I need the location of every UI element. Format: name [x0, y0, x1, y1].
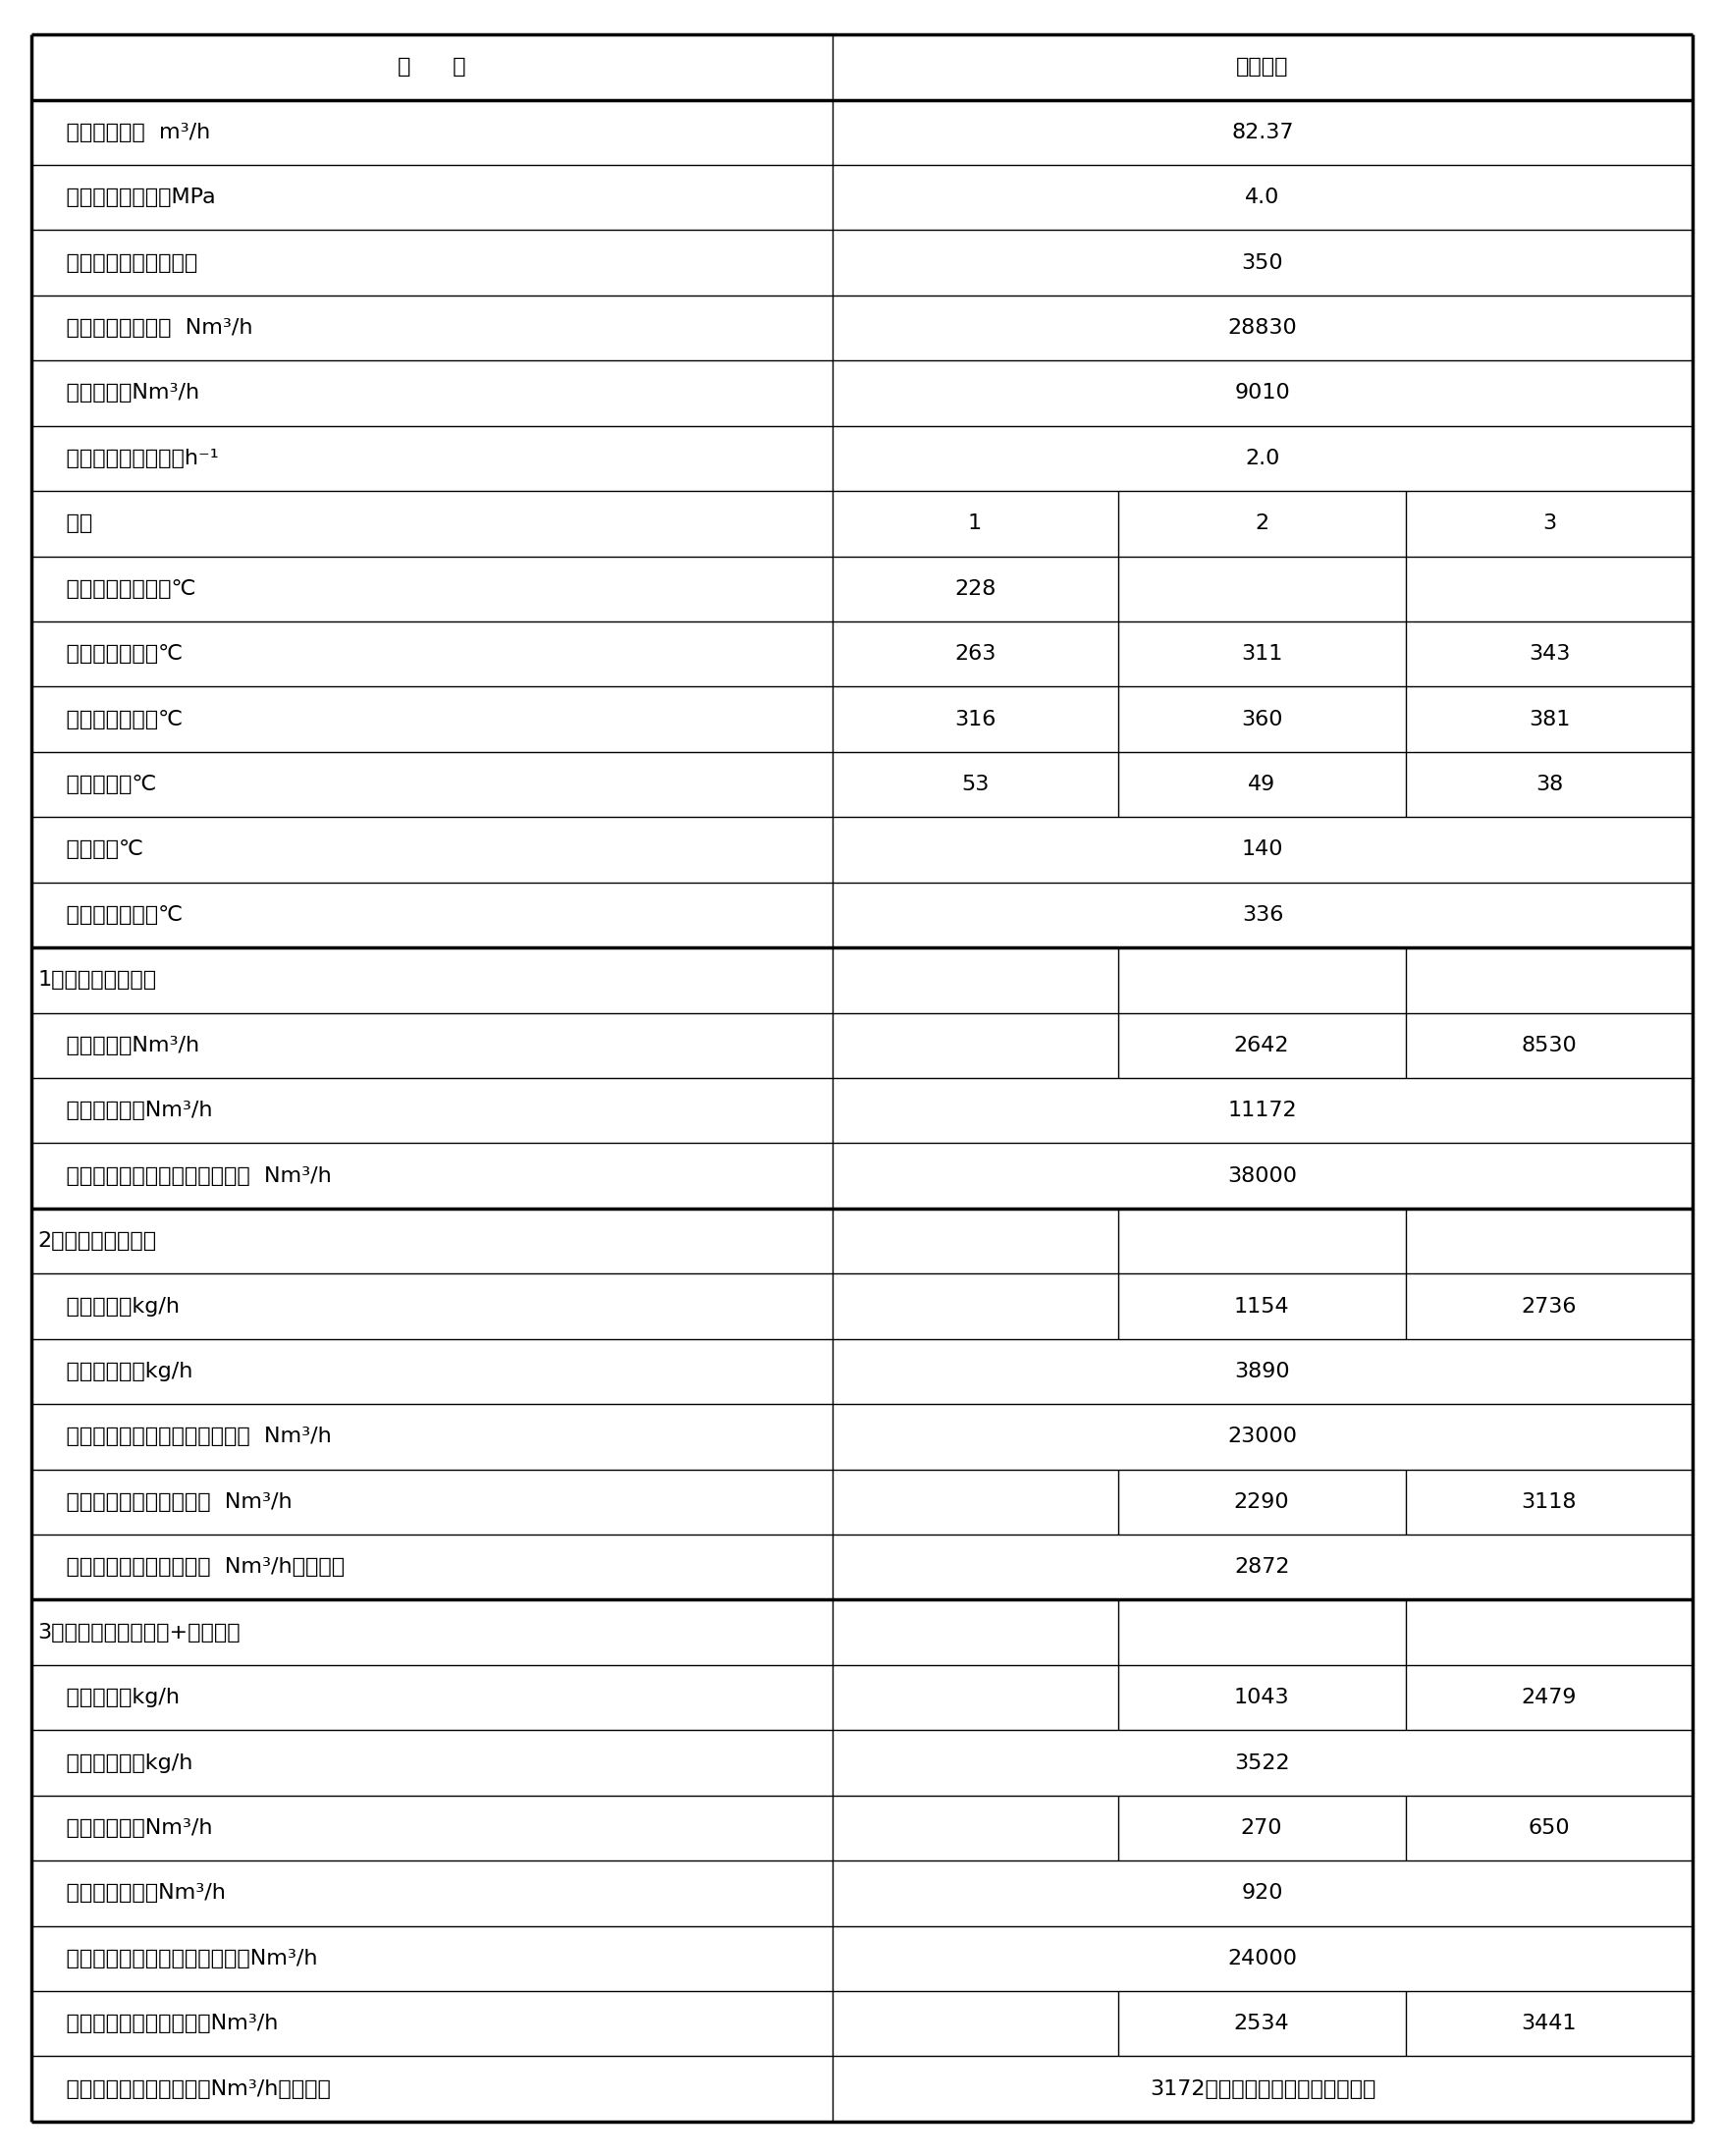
Text: 3118: 3118 — [1521, 1492, 1577, 1511]
Text: 总循环氢用量，Nm³/h: 总循环氢用量，Nm³/h — [38, 1884, 226, 1904]
Text: 28830: 28830 — [1227, 319, 1296, 338]
Text: 床层入口温度，℃: 床层入口温度，℃ — [38, 645, 183, 664]
Text: 总冷油用量，kg/h: 总冷油用量，kg/h — [38, 1753, 193, 1772]
Text: 3890: 3890 — [1234, 1363, 1289, 1382]
Text: 反应用氢需要量，  Nm³/h: 反应用氢需要量， Nm³/h — [38, 319, 252, 338]
Text: 3441: 3441 — [1521, 2014, 1577, 2033]
Text: 2: 2 — [1254, 513, 1268, 533]
Text: 270: 270 — [1241, 1818, 1282, 1837]
Text: 650: 650 — [1527, 1818, 1570, 1837]
Text: 1、单一注冷氢方案: 1、单一注冷氢方案 — [38, 970, 157, 990]
Text: 项      目: 项 目 — [398, 58, 465, 78]
Text: 2290: 2290 — [1234, 1492, 1289, 1511]
Text: 2.0: 2.0 — [1244, 448, 1278, 468]
Text: 每吚冷油可替代冷氢量，  Nm³/h: 每吚冷油可替代冷氢量， Nm³/h — [38, 1492, 291, 1511]
Text: 床层出口温度，℃: 床层出口温度，℃ — [38, 709, 183, 729]
Text: 2872: 2872 — [1234, 1557, 1289, 1576]
Text: 主傅化剂体积空速，h⁻¹: 主傅化剂体积空速，h⁻¹ — [38, 448, 219, 468]
Text: 总温升，℃: 总温升，℃ — [38, 841, 143, 860]
Text: 总冷氢用量，Nm³/h: 总冷氢用量，Nm³/h — [38, 1102, 212, 1121]
Text: 2479: 2479 — [1521, 1688, 1577, 1708]
Text: 381: 381 — [1528, 709, 1570, 729]
Text: 每吚冷油可替代冷氢量，Nm³/h: 每吚冷油可替代冷氢量，Nm³/h — [38, 2014, 277, 2033]
Text: 2736: 2736 — [1521, 1296, 1577, 1315]
Text: 反应器入口温度，℃: 反应器入口温度，℃ — [38, 580, 195, 599]
Text: 38: 38 — [1535, 774, 1563, 793]
Text: 316: 316 — [953, 709, 996, 729]
Text: 2534: 2534 — [1234, 2014, 1289, 2033]
Text: 8530: 8530 — [1520, 1035, 1577, 1054]
Text: 11172: 11172 — [1227, 1102, 1296, 1121]
Text: 总冷油用量，kg/h: 总冷油用量，kg/h — [38, 1363, 193, 1382]
Text: 140: 140 — [1241, 841, 1282, 860]
Text: 装置需要的循环氢压缩机能力，Nm³/h: 装置需要的循环氢压缩机能力，Nm³/h — [38, 1949, 317, 1968]
Text: 350: 350 — [1241, 252, 1282, 272]
Text: 263: 263 — [953, 645, 996, 664]
Text: 操作条件: 操作条件 — [1235, 58, 1289, 78]
Text: 冷油用量，kg/h: 冷油用量，kg/h — [38, 1296, 179, 1315]
Text: 228: 228 — [953, 580, 996, 599]
Text: 新氢用量，Nm³/h: 新氢用量，Nm³/h — [38, 384, 198, 403]
Text: 49: 49 — [1247, 774, 1275, 793]
Text: 冷油用量，kg/h: 冷油用量，kg/h — [38, 1688, 179, 1708]
Text: 3: 3 — [1542, 513, 1556, 533]
Text: 每吚冷油可替代冷氢量，  Nm³/h（总计）: 每吚冷油可替代冷氢量， Nm³/h（总计） — [38, 1557, 345, 1576]
Text: 装置需要的循环氢压缩机能力，  Nm³/h: 装置需要的循环氢压缩机能力， Nm³/h — [38, 1166, 331, 1186]
Text: 原料处理量，  m³/h: 原料处理量， m³/h — [38, 123, 210, 142]
Text: 360: 360 — [1241, 709, 1282, 729]
Text: 1: 1 — [968, 513, 982, 533]
Text: 311: 311 — [1241, 645, 1282, 664]
Text: 24000: 24000 — [1227, 1949, 1297, 1968]
Text: 2642: 2642 — [1234, 1035, 1289, 1054]
Text: 反应器入口气油体积比: 反应器入口气油体积比 — [38, 252, 196, 272]
Text: 反应器入口压力，MPa: 反应器入口压力，MPa — [38, 188, 215, 207]
Text: 3172（混入的循环氢未计算在内）: 3172（混入的循环氢未计算在内） — [1149, 2078, 1375, 2098]
Text: 冷氢用量，Nm³/h: 冷氢用量，Nm³/h — [38, 1035, 198, 1054]
Text: 3、本发明方案（冷油+循环氢）: 3、本发明方案（冷油+循环氢） — [38, 1623, 241, 1643]
Text: 1154: 1154 — [1234, 1296, 1289, 1315]
Text: 床层: 床层 — [38, 513, 91, 533]
Text: 1043: 1043 — [1234, 1688, 1289, 1708]
Text: 920: 920 — [1241, 1884, 1282, 1904]
Text: 床层温升，℃: 床层温升，℃ — [38, 774, 157, 793]
Text: 2、单一注冷油方案: 2、单一注冷油方案 — [38, 1231, 157, 1250]
Text: 每吚冷油可替代冷氢量，Nm³/h（总计）: 每吚冷油可替代冷氢量，Nm³/h（总计） — [38, 2078, 331, 2098]
Text: 装置需要的循环氢压缩机能力，  Nm³/h: 装置需要的循环氢压缩机能力， Nm³/h — [38, 1427, 331, 1447]
Text: 3522: 3522 — [1234, 1753, 1289, 1772]
Text: 平均反应温度，℃: 平均反应温度，℃ — [38, 906, 183, 925]
Text: 4.0: 4.0 — [1244, 188, 1278, 207]
Text: 循环氢用量，Nm³/h: 循环氢用量，Nm³/h — [38, 1818, 212, 1837]
Text: 336: 336 — [1241, 906, 1282, 925]
Text: 53: 53 — [960, 774, 989, 793]
Text: 38000: 38000 — [1227, 1166, 1297, 1186]
Text: 9010: 9010 — [1234, 384, 1289, 403]
Text: 82.37: 82.37 — [1230, 123, 1292, 142]
Text: 23000: 23000 — [1227, 1427, 1297, 1447]
Text: 343: 343 — [1528, 645, 1570, 664]
